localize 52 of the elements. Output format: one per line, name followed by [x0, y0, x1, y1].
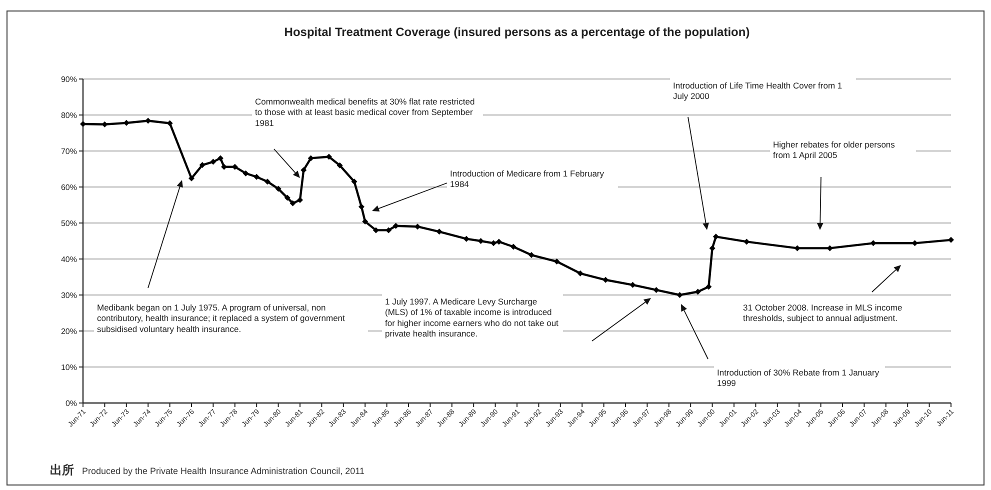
y-tick-label: 10% [60, 363, 77, 372]
annotation: Commonwealth medical benefits at 30% flat rate restricted to those with at least basic medical cover from September 1981 [255, 96, 475, 128]
chart-title: Hospital Treatment Coverage (insured persons as a percentage of the population) [284, 25, 750, 39]
point [554, 258, 560, 265]
point [362, 218, 368, 225]
y-tick-label: 80% [60, 111, 77, 120]
y-tick-label: 0% [65, 399, 77, 408]
annotation: Introduction of Life Time Health Cover from 1 July 2000 [673, 80, 842, 102]
point [630, 282, 636, 288]
annotation: Medibank began on 1 July 1975. A program of universal, non contributory, health insurance; it replaced a system of government subsidised voluntary health insurance. [97, 302, 346, 334]
point [264, 178, 270, 185]
point [712, 234, 719, 240]
y-tick-label: 60% [60, 183, 77, 192]
annotation: Introduction of Medicare from 1 February 1984 [450, 168, 605, 190]
point [510, 244, 516, 250]
point [217, 155, 224, 162]
y-tick-label: 70% [60, 147, 77, 156]
annotation: Introduction of 30% Rebate from 1 January 1999 [717, 368, 880, 388]
text: 出所 Produced by the Private Health Insurance Administration Council, 2011 [50, 463, 364, 477]
annotation: Higher rebates for older persons from 1 April 2005 [773, 140, 895, 160]
point [210, 158, 216, 165]
point [336, 162, 343, 168]
point [496, 238, 502, 245]
point [372, 227, 379, 234]
y-tick-label: 30% [60, 291, 77, 300]
y-tick-label: 90% [60, 75, 77, 84]
annotation: 1 July 1997. A Medicare Levy Surcharge (MLS) of 1% of taxable income is introduced for higher income earners who do not take out private health insurance. [385, 296, 560, 338]
point [242, 170, 249, 176]
point [358, 204, 364, 210]
point [275, 186, 282, 192]
point [948, 236, 954, 243]
point [254, 174, 260, 180]
point [351, 178, 358, 185]
point [290, 200, 296, 206]
point [478, 238, 484, 244]
point [577, 270, 584, 276]
point [284, 194, 290, 201]
annotation: 31 October 2008. Increase in MLS income thresholds, subject to annual adjustment. [743, 302, 902, 324]
point [602, 276, 609, 283]
point [463, 236, 470, 242]
point [694, 288, 701, 295]
point [386, 227, 392, 234]
point [436, 228, 442, 235]
point [653, 286, 660, 293]
y-tick-label: 40% [60, 255, 77, 264]
point [188, 175, 194, 182]
point [300, 167, 307, 174]
y-tick-label: 20% [60, 327, 77, 336]
point [528, 252, 534, 258]
y-tick-label: 50% [60, 219, 77, 228]
point [676, 292, 683, 298]
point [199, 162, 206, 168]
